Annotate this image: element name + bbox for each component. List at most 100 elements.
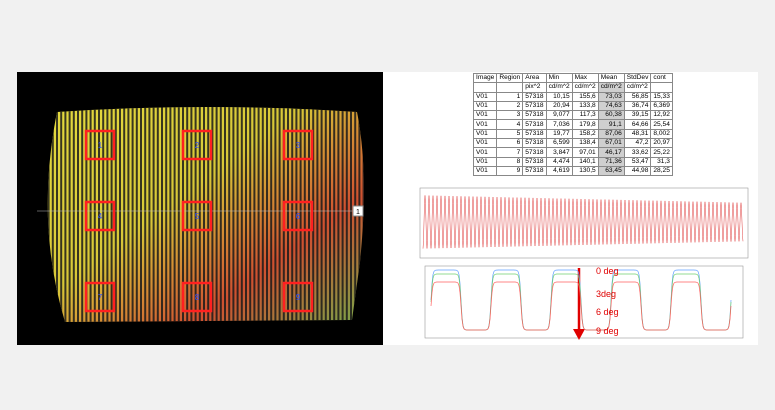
table-row: V01 9 57318 4,619 130,5 63,45 44,98 28,25 bbox=[472, 165, 673, 177]
stripe-gap bbox=[135, 107, 138, 322]
stripe-gap bbox=[240, 107, 243, 322]
table-row: Image Region Area Min Max Mean StdDev cont bbox=[472, 72, 673, 84]
table-cell: 158,2 bbox=[571, 128, 599, 140]
stripe-gap bbox=[64, 107, 67, 322]
table-row: V01 8 57318 4,474 140,1 71,36 53,47 31,3 bbox=[472, 156, 673, 167]
table-cell: V01 bbox=[472, 119, 498, 130]
stripe-gap bbox=[127, 107, 130, 322]
table-cell: 28,25 bbox=[650, 165, 673, 177]
stripe-gap bbox=[93, 107, 96, 322]
stripe-gap bbox=[211, 107, 214, 322]
region-box bbox=[181, 129, 213, 161]
region-label: 2 bbox=[195, 141, 200, 150]
stripe-gap bbox=[110, 107, 113, 322]
stripe-gap bbox=[165, 107, 168, 322]
table-cell: cd/m^2 bbox=[623, 82, 652, 93]
stripe-gap bbox=[224, 107, 226, 322]
table-cell: 57318 bbox=[522, 110, 547, 121]
table-cell: 47,2 bbox=[623, 138, 652, 149]
region-label: 8 bbox=[195, 293, 200, 302]
stripe-gap bbox=[56, 107, 58, 322]
table-cell bbox=[472, 82, 498, 93]
table-cell: 31,3 bbox=[650, 156, 673, 167]
table-cell: 7,036 bbox=[545, 119, 573, 130]
table-cell: 6 bbox=[496, 138, 524, 149]
table-cell: 138,4 bbox=[571, 138, 599, 149]
table-cell: 155,6 bbox=[571, 91, 599, 102]
stripe-gap bbox=[148, 107, 151, 322]
stripe-gap bbox=[152, 107, 155, 322]
stripe-gap bbox=[303, 107, 306, 322]
table-cell: 9 bbox=[496, 165, 524, 177]
region-label: 6 bbox=[296, 212, 301, 221]
charts: 0 deg 3deg 6 deg 9 deg bbox=[419, 187, 749, 340]
table-cell: cd/m^2 bbox=[597, 82, 625, 93]
region-box bbox=[84, 129, 116, 161]
stripe-gap bbox=[324, 107, 327, 322]
table-cell: 25,54 bbox=[650, 119, 673, 130]
stripe-gap bbox=[266, 107, 268, 322]
stripe-gap bbox=[114, 107, 117, 322]
table-cell: 25,22 bbox=[650, 147, 673, 158]
stripe-gap bbox=[278, 107, 281, 322]
table-cell: V01 bbox=[472, 110, 498, 121]
stripe-gap bbox=[291, 107, 294, 322]
table-cell: 57318 bbox=[522, 100, 547, 112]
region-box bbox=[282, 200, 314, 232]
table-cell: 7 bbox=[496, 147, 524, 158]
table-cell: 57318 bbox=[522, 91, 547, 102]
table-cell: V01 bbox=[472, 165, 498, 177]
stripe-gap bbox=[287, 107, 289, 322]
stripe-gap bbox=[72, 107, 75, 322]
angle-label: 9 deg bbox=[596, 326, 619, 336]
table-cell: 4 bbox=[496, 119, 524, 130]
stripe-gap bbox=[47, 107, 50, 322]
arrow-head bbox=[573, 329, 585, 340]
table-cell: 60,38 bbox=[597, 110, 625, 121]
table-cell: 57318 bbox=[522, 147, 547, 158]
stripe-gap bbox=[77, 107, 79, 322]
stripe-gap bbox=[207, 107, 210, 322]
table-cell: 39,15 bbox=[623, 110, 652, 121]
stripe-gap bbox=[194, 107, 197, 322]
table-cell: 73,03 bbox=[597, 91, 625, 102]
stripe-gap bbox=[60, 107, 63, 322]
stripe-gap bbox=[333, 107, 336, 322]
table-row: V01 4 57318 7,036 179,8 91,1 64,66 25,54 bbox=[472, 119, 673, 130]
table-cell bbox=[496, 82, 524, 93]
stripe-gap bbox=[81, 107, 84, 322]
region-label: 9 bbox=[296, 293, 301, 302]
table-cell: 33,62 bbox=[623, 147, 652, 158]
stripe-gap bbox=[106, 107, 109, 322]
region-box bbox=[282, 129, 314, 161]
table-cell: V01 bbox=[472, 128, 498, 140]
table-cell: Region bbox=[496, 72, 524, 84]
stripe-gap bbox=[144, 107, 147, 322]
stripe-gap bbox=[203, 107, 205, 322]
stripe-gap bbox=[219, 107, 222, 322]
stripe-gap bbox=[350, 107, 352, 322]
stripe-gap bbox=[232, 107, 235, 322]
table-cell: 179,8 bbox=[571, 119, 599, 130]
table-cell: V01 bbox=[472, 138, 498, 149]
table-cell: V01 bbox=[472, 100, 498, 112]
table-cell: Area bbox=[522, 72, 547, 84]
table-cell: 10,15 bbox=[545, 91, 573, 102]
table-cell: 19,77 bbox=[545, 128, 573, 140]
stripe-gap bbox=[119, 107, 121, 322]
table-row: V01 1 57318 10,15 155,6 73,03 56,85 15,33 bbox=[472, 91, 673, 102]
table-cell: 5 bbox=[496, 128, 524, 140]
region-box bbox=[84, 281, 116, 313]
table-cell: Max bbox=[571, 72, 599, 84]
table-cell: 130,5 bbox=[571, 165, 599, 177]
stripe-gap bbox=[198, 107, 201, 322]
table-cell: 6,369 bbox=[650, 100, 673, 112]
stripe-gap bbox=[156, 107, 159, 322]
stripe-gap bbox=[186, 107, 189, 322]
stripe-gap bbox=[257, 107, 260, 322]
table-cell: Mean bbox=[597, 72, 625, 84]
region-box bbox=[84, 200, 116, 232]
table-cell: Min bbox=[545, 72, 573, 84]
stripe-gap bbox=[89, 107, 92, 322]
